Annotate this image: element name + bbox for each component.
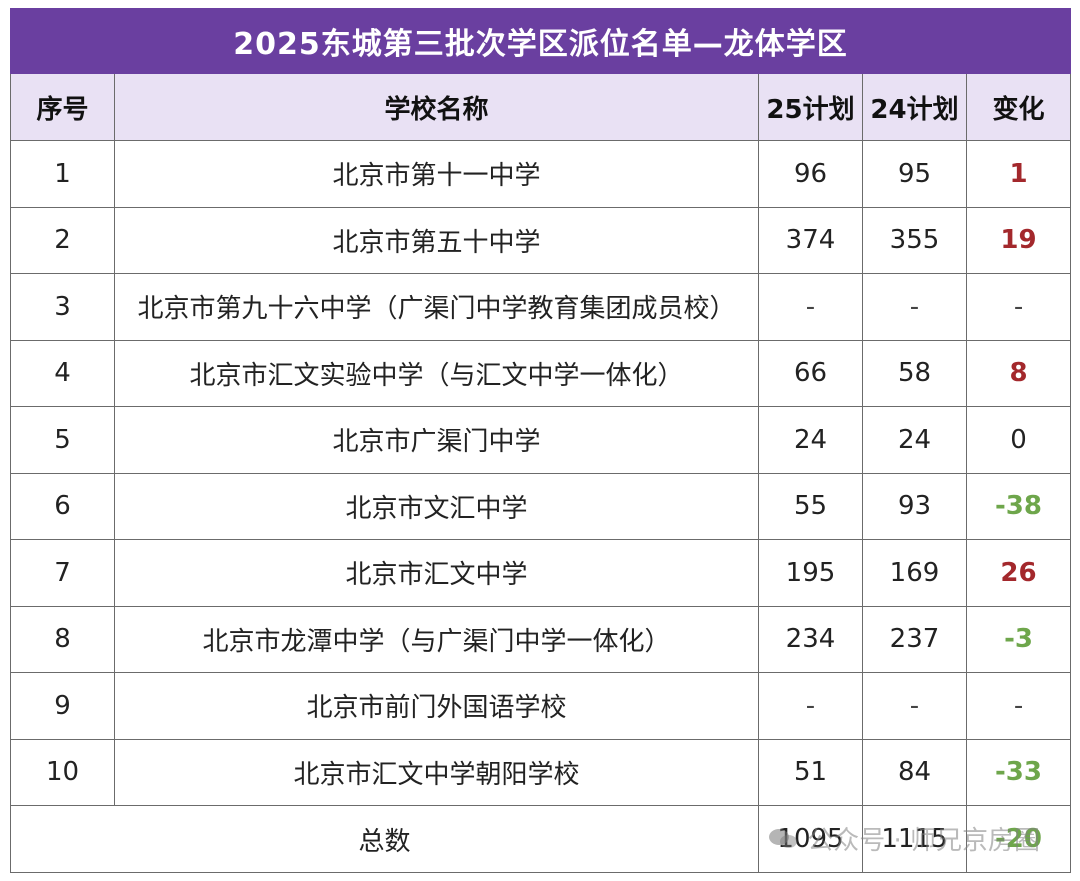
row-no: 10 <box>10 738 115 806</box>
table-row: 3 北京市第九十六中学（广渠门中学教育集团成员校） - - - <box>10 273 1072 341</box>
row-change: -3 <box>965 605 1072 673</box>
row-no: 2 <box>10 206 115 274</box>
row-school: 北京市汇文实验中学（与汇文中学一体化） <box>114 339 759 407</box>
row-change: -38 <box>965 472 1072 540</box>
row-change: - <box>965 672 1072 740</box>
row-school: 北京市第九十六中学（广渠门中学教育集团成员校） <box>114 273 759 341</box>
row-plan24: 84 <box>862 738 967 806</box>
table-row: 8 北京市龙潭中学（与广渠门中学一体化） 234 237 -3 <box>10 605 1072 673</box>
row-no: 7 <box>10 539 115 607</box>
row-change: 0 <box>965 406 1072 474</box>
row-plan24: 237 <box>862 605 967 673</box>
row-no: 1 <box>10 140 115 208</box>
table-row: 7 北京市汇文中学 195 169 26 <box>10 539 1072 607</box>
total-change: -20 <box>965 805 1072 873</box>
table-title-row: 2025东城第三批次学区派位名单—龙体学区 <box>9 8 1072 74</box>
row-plan24: - <box>862 273 967 341</box>
row-no: 9 <box>10 672 115 740</box>
row-plan24: 169 <box>862 539 967 607</box>
row-plan25: 24 <box>758 406 863 474</box>
table-row: 5 北京市广渠门中学 24 24 0 <box>10 406 1072 474</box>
row-plan25: 66 <box>758 339 863 407</box>
header-school: 学校名称 <box>114 73 759 141</box>
row-plan24: 58 <box>862 339 967 407</box>
total-plan25: 1095 <box>758 805 863 873</box>
row-school: 北京市汇文中学朝阳学校 <box>114 738 759 806</box>
table-row: 6 北京市文汇中学 55 93 -38 <box>10 472 1072 540</box>
row-school: 北京市龙潭中学（与广渠门中学一体化） <box>114 605 759 673</box>
row-plan25: 51 <box>758 738 863 806</box>
row-plan24: 95 <box>862 140 967 208</box>
row-plan25: - <box>758 273 863 341</box>
row-change: - <box>965 273 1072 341</box>
header-no: 序号 <box>10 73 115 141</box>
total-label: 总数 <box>10 805 759 873</box>
row-plan25: 374 <box>758 206 863 274</box>
table-row: 4 北京市汇文实验中学（与汇文中学一体化） 66 58 8 <box>10 339 1072 407</box>
row-no: 6 <box>10 472 115 540</box>
table-row: 1 北京市第十一中学 96 95 1 <box>10 140 1072 208</box>
table-row: 2 北京市第五十中学 374 355 19 <box>10 206 1072 274</box>
row-plan25: 96 <box>758 140 863 208</box>
row-change: 1 <box>965 140 1072 208</box>
row-school: 北京市第十一中学 <box>114 140 759 208</box>
row-plan24: 24 <box>862 406 967 474</box>
row-plan25: 55 <box>758 472 863 540</box>
allocation-table-container: 2025东城第三批次学区派位名单—龙体学区 序号 学校名称 25计划 24计划 … <box>9 8 1072 873</box>
row-plan24: - <box>862 672 967 740</box>
header-change: 变化 <box>965 73 1072 141</box>
total-row: 总数 1095 1115 -20 <box>10 805 1072 873</box>
row-school: 北京市前门外国语学校 <box>114 672 759 740</box>
row-plan25: 195 <box>758 539 863 607</box>
row-change: 19 <box>965 206 1072 274</box>
row-plan24: 93 <box>862 472 967 540</box>
row-no: 4 <box>10 339 115 407</box>
row-no: 5 <box>10 406 115 474</box>
row-plan24: 355 <box>862 206 967 274</box>
header-plan25: 25计划 <box>758 73 863 141</box>
column-header-row: 序号 学校名称 25计划 24计划 变化 <box>10 73 1072 141</box>
table-title: 2025东城第三批次学区派位名单—龙体学区 <box>9 8 1072 74</box>
row-change: 8 <box>965 339 1072 407</box>
total-plan24: 1115 <box>862 805 967 873</box>
allocation-table: 2025东城第三批次学区派位名单—龙体学区 序号 学校名称 25计划 24计划 … <box>9 8 1072 873</box>
header-plan24: 24计划 <box>862 73 967 141</box>
row-school: 北京市文汇中学 <box>114 472 759 540</box>
row-no: 8 <box>10 605 115 673</box>
row-school: 北京市第五十中学 <box>114 206 759 274</box>
table-row: 9 北京市前门外国语学校 - - - <box>10 672 1072 740</box>
row-no: 3 <box>10 273 115 341</box>
row-change: -33 <box>965 738 1072 806</box>
row-change: 26 <box>965 539 1072 607</box>
table-row: 10 北京市汇文中学朝阳学校 51 84 -33 <box>10 738 1072 806</box>
row-plan25: - <box>758 672 863 740</box>
row-school: 北京市汇文中学 <box>114 539 759 607</box>
row-plan25: 234 <box>758 605 863 673</box>
row-school: 北京市广渠门中学 <box>114 406 759 474</box>
table-body: 1 北京市第十一中学 96 95 1 2 北京市第五十中学 374 355 19 3 北京市第九十六中… <box>10 140 1072 806</box>
